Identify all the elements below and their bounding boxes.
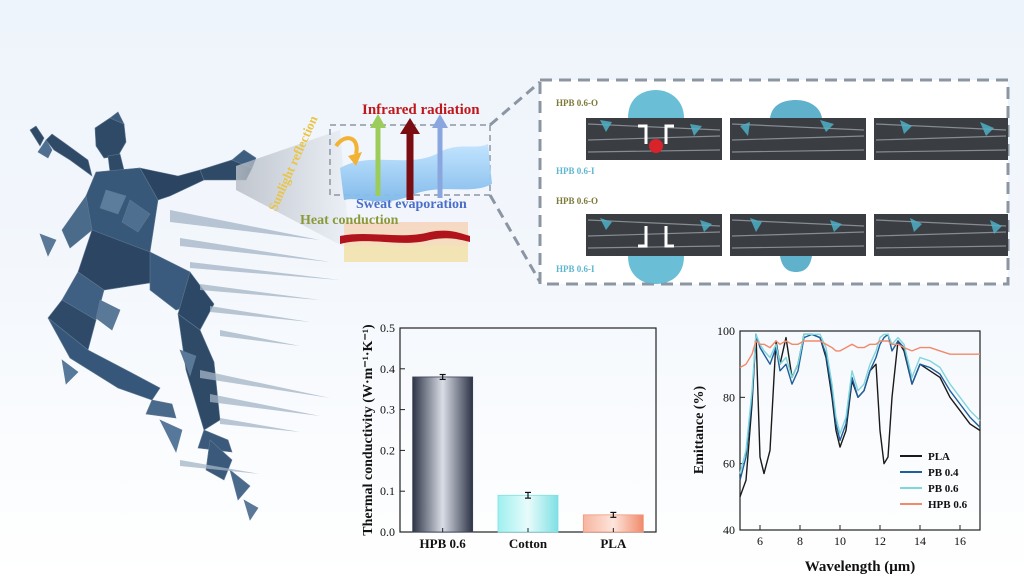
row1-top-label: HPB 0.6-O — [556, 98, 598, 108]
legend-label: PB 0.6 — [928, 483, 959, 495]
line-x-tick-label: 16 — [954, 534, 966, 548]
legend-label: PB 0.4 — [928, 467, 959, 479]
series-hpb-0-6 — [739, 340, 980, 369]
bar-chart-y-ticks: 0.0 0.1 0.2 0.3 0.4 0.5 — [380, 321, 405, 539]
emittance-chart: 6 8 10 12 14 16 40 60 80 100 PLA PB 0.4 PB 0.6 HPB 0… — [692, 324, 981, 575]
line-chart-xlabel: Wavelength (μm) — [805, 559, 916, 575]
row1-bottom-label: HPB 0.6-I — [556, 166, 595, 176]
line-chart-legend: PLA PB 0.4 PB 0.6 HPB 0.6 — [900, 451, 968, 511]
line-y-tick-label: 80 — [723, 390, 735, 404]
line-y-tick-label: 100 — [717, 324, 735, 338]
droplet-1 — [628, 90, 684, 118]
runner-silhouette-icon — [29, 111, 259, 521]
droplet-2 — [770, 100, 822, 118]
bar-chart-categories: HPB 0.6 Cotton PLA — [420, 536, 627, 551]
line-chart-ylabel: Emittance (%) — [692, 386, 707, 475]
row2-top-label: HPB 0.6-O — [556, 196, 598, 206]
line-y-tick-label: 60 — [723, 457, 735, 471]
line-chart-ticks: 6 8 10 12 14 16 40 60 80 100 — [717, 324, 966, 548]
label-heat: Heat conduction — [300, 213, 399, 228]
speed-streaks — [170, 210, 340, 474]
connector-line-bottom — [488, 194, 542, 283]
series-pb-0-6 — [739, 333, 981, 474]
legend-label: PLA — [928, 451, 950, 463]
line-chart-series — [739, 333, 981, 498]
label-sweat: Sweat evaporation — [356, 197, 467, 212]
droplet-3 — [628, 256, 684, 284]
droplet-4 — [780, 256, 812, 272]
line-x-tick-label: 6 — [757, 534, 763, 548]
bar-chart-bars — [412, 373, 644, 533]
line-y-tick-label: 40 — [723, 523, 735, 537]
legend-label: HPB 0.6 — [928, 499, 968, 511]
sunlight-reflection-icon — [334, 136, 359, 155]
bar-chart: 0.0 0.1 0.2 0.3 0.4 0.5 HPB 0.6 Cotton PLA Ther… — [361, 321, 657, 551]
bar-category-label: Cotton — [509, 536, 548, 551]
line-x-tick-label: 14 — [914, 534, 926, 548]
bar-y-tick-label: 0.5 — [380, 321, 395, 335]
bar-y-tick-label: 0.1 — [380, 484, 395, 498]
bar-y-tick-label: 0.2 — [380, 443, 395, 457]
row2-frames — [586, 214, 1008, 284]
heat-flux-arrows — [370, 114, 448, 200]
series-pb-0-4 — [739, 333, 981, 481]
bar-y-tick-label: 0.3 — [380, 403, 395, 417]
bar-y-tick-label: 0.4 — [380, 362, 395, 376]
label-infrared: Infrared radiation — [362, 102, 480, 118]
bar-category-label: HPB 0.6 — [420, 536, 467, 551]
line-x-tick-label: 10 — [834, 534, 846, 548]
droplet-panel: HPB 0.6-O HPB 0.6-I HPB 0.6-O HPB 0.6-I — [538, 78, 1010, 286]
bar-hpb-0-6 — [412, 376, 474, 533]
row1-frames — [586, 90, 1008, 160]
line-x-tick-label: 12 — [874, 534, 886, 548]
blood-vessel — [340, 230, 470, 244]
bar-category-label: PLA — [600, 536, 627, 551]
fabric-layer — [340, 144, 492, 202]
zoom-beam — [236, 130, 350, 250]
bar-y-tick-label: 0.0 — [380, 525, 395, 539]
bar-chart-ylabel: Thermal conductivity (W·m⁻¹·K⁻¹) — [361, 324, 376, 536]
row2-bottom-label: HPB 0.6-I — [556, 264, 595, 274]
connector-line-top — [489, 80, 541, 127]
line-x-tick-label: 8 — [797, 534, 803, 548]
bar-cotton — [497, 494, 559, 533]
